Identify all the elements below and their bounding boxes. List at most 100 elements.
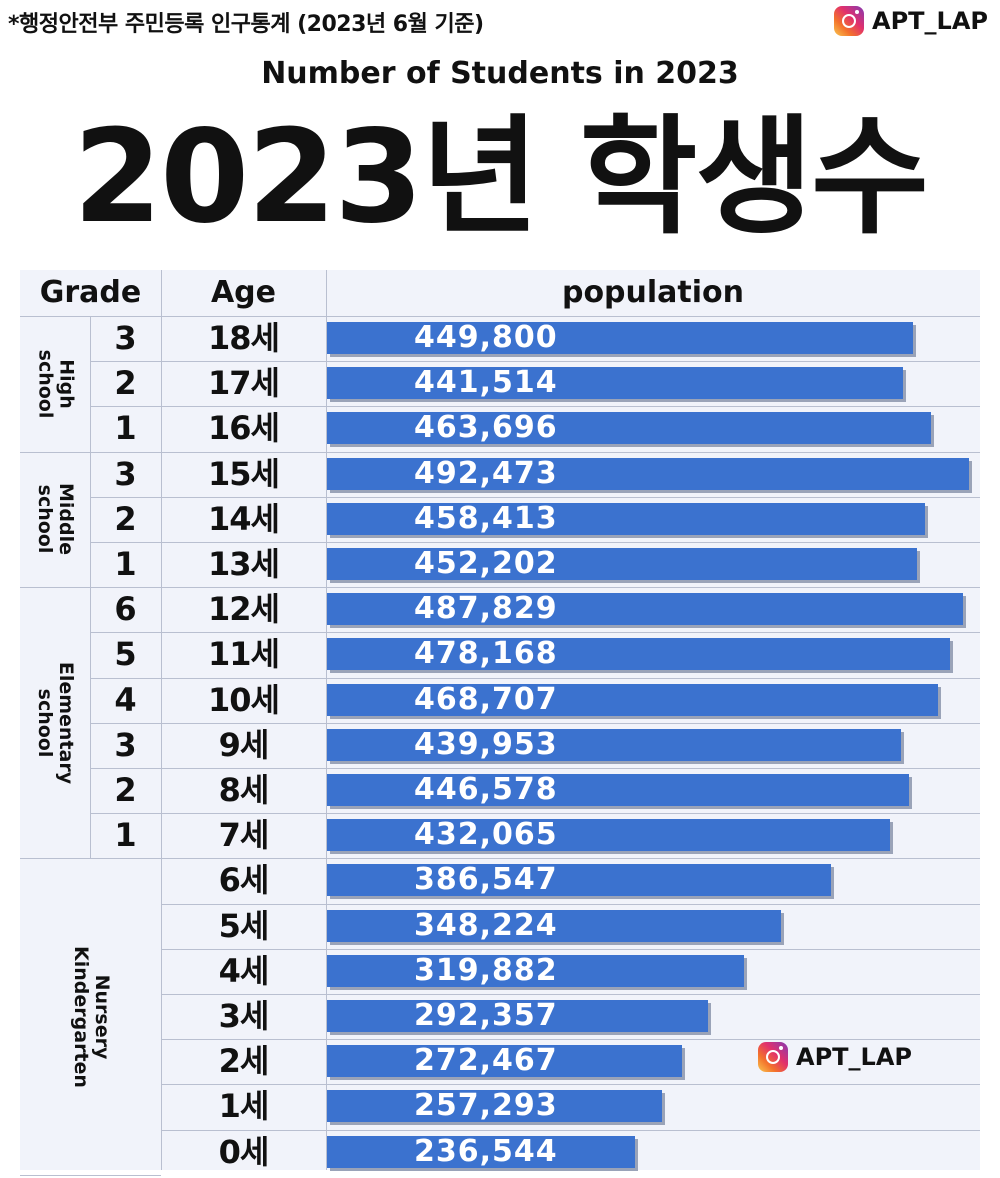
grid-line bbox=[90, 496, 980, 498]
grid-line bbox=[161, 1129, 980, 1131]
age-label: 7세 bbox=[218, 816, 270, 855]
grade-number: 3 bbox=[114, 319, 137, 357]
age-label: 10세 bbox=[208, 680, 280, 719]
population-value: 446,578 bbox=[414, 772, 558, 807]
grade-number: 2 bbox=[114, 499, 137, 538]
age-label: 12세 bbox=[208, 590, 280, 629]
chart-title: 2023년 학생수 bbox=[73, 103, 929, 252]
population-bar bbox=[327, 548, 917, 580]
population-bar bbox=[327, 457, 969, 490]
grid-line bbox=[90, 406, 980, 408]
age-label: 3세 bbox=[218, 997, 270, 1035]
watermark-text: APT_LAP bbox=[796, 1043, 912, 1071]
instagram-icon bbox=[834, 6, 864, 36]
grid-line bbox=[20, 858, 161, 860]
population-bar bbox=[327, 502, 925, 535]
grid-line bbox=[161, 1084, 980, 1086]
grade-number: 2 bbox=[114, 771, 137, 809]
population-value: 319,882 bbox=[414, 952, 558, 988]
age-label: 17세 bbox=[208, 364, 280, 403]
school-level-text: High school bbox=[34, 349, 77, 419]
population-bar bbox=[327, 683, 938, 716]
source-note: *행정안전부 주민등록 인구통계 (2023년 6월 기준) bbox=[8, 12, 484, 37]
grid-line bbox=[90, 587, 91, 859]
population-bar bbox=[327, 819, 890, 852]
population-value: 292,357 bbox=[414, 998, 558, 1033]
population-bar bbox=[327, 593, 963, 626]
grid-line bbox=[90, 542, 980, 543]
school-level-text: Nursery Kindergarten bbox=[69, 945, 113, 1088]
grid-line bbox=[161, 270, 162, 1170]
watermark: APT_LAP bbox=[758, 1042, 912, 1072]
grade-number: 4 bbox=[114, 680, 137, 719]
age-label: 8세 bbox=[218, 771, 270, 809]
population-bar bbox=[327, 864, 831, 897]
grid-line bbox=[161, 1039, 980, 1041]
age-label: 14세 bbox=[208, 499, 280, 538]
population-value: 458,413 bbox=[414, 500, 558, 536]
grid-line bbox=[161, 994, 980, 995]
population-bar bbox=[327, 367, 903, 400]
chart-subtitle: Number of Students in 2023 bbox=[261, 56, 739, 91]
school-level-label: Middle school bbox=[20, 452, 90, 588]
population-value: 452,202 bbox=[414, 546, 558, 581]
grid-line bbox=[90, 451, 980, 453]
grid-line bbox=[20, 1174, 161, 1176]
population-bar bbox=[327, 412, 931, 445]
school-level-label: Nursery Kindergarten bbox=[20, 858, 161, 1174]
age-label: 9세 bbox=[218, 725, 270, 764]
population-bar bbox=[327, 728, 901, 761]
grade-number: 3 bbox=[114, 454, 137, 493]
population-value: 348,224 bbox=[414, 907, 558, 943]
grid-line bbox=[90, 587, 980, 589]
population-bar bbox=[327, 909, 781, 942]
grid-line bbox=[326, 270, 327, 1170]
grade-number: 1 bbox=[114, 409, 137, 448]
header-grade: Grade bbox=[39, 275, 142, 310]
age-label: 4세 bbox=[218, 951, 270, 990]
population-value: 487,829 bbox=[414, 591, 558, 627]
grade-number: 6 bbox=[114, 590, 137, 629]
population-value: 492,473 bbox=[414, 455, 558, 491]
population-value: 236,544 bbox=[414, 1133, 558, 1169]
grid-line bbox=[90, 768, 980, 769]
age-label: 11세 bbox=[208, 635, 280, 674]
age-label: 2세 bbox=[218, 1042, 270, 1081]
population-value: 463,696 bbox=[414, 410, 558, 446]
header-population: population bbox=[561, 275, 745, 310]
grid-line bbox=[161, 948, 980, 950]
grid-line bbox=[90, 451, 91, 588]
school-level-label: Elementary school bbox=[20, 587, 90, 858]
grid-line bbox=[90, 722, 980, 724]
population-bar bbox=[327, 322, 913, 354]
population-bar bbox=[327, 954, 744, 987]
age-label: 0세 bbox=[218, 1132, 270, 1171]
grid-line bbox=[20, 316, 980, 317]
school-level-label: High school bbox=[20, 316, 90, 452]
population-value: 468,707 bbox=[414, 681, 558, 717]
age-label: 5세 bbox=[218, 906, 270, 945]
school-level-text: Elementary school bbox=[34, 661, 77, 784]
age-label: 18세 bbox=[208, 319, 280, 357]
population-bar bbox=[327, 1090, 662, 1123]
population-table: Grade Age population High school Middle s… bbox=[20, 270, 980, 1176]
population-value: 439,953 bbox=[414, 726, 558, 762]
grade-number: 1 bbox=[114, 545, 137, 583]
population-value: 386,547 bbox=[414, 862, 558, 898]
grade-number: 3 bbox=[114, 725, 137, 764]
population-value: 441,514 bbox=[414, 365, 558, 401]
brand: APT_LAP bbox=[834, 6, 988, 36]
population-value: 432,065 bbox=[414, 817, 558, 853]
grid-line bbox=[90, 632, 980, 634]
population-bar bbox=[327, 1045, 682, 1078]
grid-line bbox=[90, 316, 91, 452]
population-value: 272,467 bbox=[414, 1043, 558, 1079]
grid-line bbox=[90, 813, 980, 815]
grade-number: 2 bbox=[114, 364, 137, 403]
age-label: 1세 bbox=[218, 1087, 270, 1126]
grid-line bbox=[161, 858, 980, 860]
grid-line bbox=[161, 903, 980, 905]
population-value: 449,800 bbox=[414, 320, 558, 355]
brand-text: APT_LAP bbox=[872, 7, 988, 35]
school-level-text: Middle school bbox=[34, 483, 77, 556]
